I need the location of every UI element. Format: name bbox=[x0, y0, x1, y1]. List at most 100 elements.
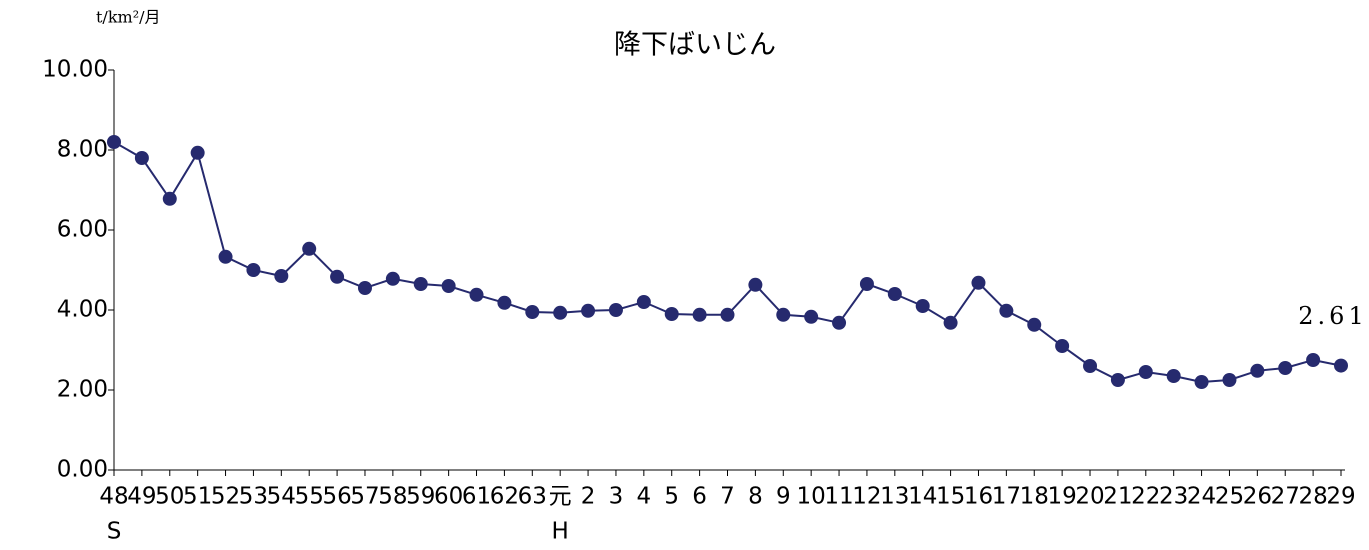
marker bbox=[1278, 361, 1293, 375]
marker bbox=[107, 135, 121, 149]
x-tick-label: 14 bbox=[908, 484, 937, 510]
x-tick-label: 13 bbox=[880, 484, 909, 510]
x-tick-label: 25 bbox=[1215, 484, 1244, 510]
x-tick-label: 26 bbox=[1243, 484, 1272, 510]
marker bbox=[1222, 373, 1237, 387]
x-tick-label: 16 bbox=[964, 484, 993, 510]
x-tick-label: 58 bbox=[378, 484, 407, 510]
x-tick-label: 57 bbox=[350, 484, 379, 510]
marker bbox=[636, 295, 651, 309]
x-tick-label: 23 bbox=[1159, 484, 1188, 510]
x-tick-label: 55 bbox=[295, 484, 324, 510]
marker bbox=[330, 269, 345, 284]
marker bbox=[190, 145, 205, 160]
x-tick-label: 5 bbox=[664, 484, 679, 510]
marker bbox=[525, 305, 540, 319]
marker bbox=[692, 307, 707, 322]
data-label: 2.61 bbox=[1298, 302, 1367, 330]
x-tick-label: 60 bbox=[434, 484, 463, 510]
x-tick-label: 17 bbox=[992, 484, 1021, 510]
x-tick-label: 4 bbox=[637, 484, 652, 510]
x-tick-label: 22 bbox=[1131, 484, 1160, 510]
y-tick-label: 6.00 bbox=[57, 217, 108, 243]
marker bbox=[441, 279, 456, 293]
x-tick-label: 56 bbox=[322, 484, 351, 510]
y-tick-label: 10.00 bbox=[42, 57, 108, 83]
x-tick-label: 元 bbox=[549, 484, 572, 510]
marker bbox=[971, 275, 986, 290]
marker bbox=[469, 287, 484, 302]
x-tick-label: 7 bbox=[720, 484, 735, 510]
x-tick-label: 10 bbox=[797, 484, 826, 510]
x-tick-label: 27 bbox=[1271, 484, 1300, 510]
marker bbox=[302, 241, 317, 256]
marker bbox=[887, 287, 902, 301]
marker bbox=[218, 249, 233, 264]
marker bbox=[497, 295, 512, 310]
marker bbox=[553, 305, 568, 320]
marker bbox=[1166, 369, 1181, 383]
marker bbox=[581, 303, 596, 318]
marker bbox=[246, 263, 261, 277]
chart-title: 降下ばいじん bbox=[614, 30, 776, 61]
x-tick-label: 11 bbox=[824, 484, 853, 510]
marker bbox=[162, 191, 177, 206]
x-tick-label: 12 bbox=[852, 484, 881, 510]
x-tick-label: 18 bbox=[1020, 484, 1049, 510]
x-tick-label: 50 bbox=[155, 484, 184, 510]
x-tick-label: 49 bbox=[127, 484, 156, 510]
x-tick-label: 9 bbox=[776, 484, 791, 510]
x-tick-label: 63 bbox=[518, 484, 547, 510]
marker bbox=[859, 277, 874, 291]
y-tick-label: 4.00 bbox=[57, 297, 108, 323]
marker bbox=[1334, 358, 1348, 373]
x-tick-label: 29 bbox=[1326, 484, 1355, 510]
era-label: S bbox=[107, 519, 122, 545]
x-tick-label: 3 bbox=[609, 484, 624, 510]
marker bbox=[1110, 373, 1125, 387]
marker bbox=[1306, 353, 1321, 367]
x-tick-label: 20 bbox=[1075, 484, 1104, 510]
marker bbox=[804, 309, 819, 324]
marker bbox=[832, 315, 847, 330]
x-tick-label: 15 bbox=[936, 484, 965, 510]
x-tick-label: 51 bbox=[183, 484, 212, 510]
marker bbox=[1250, 363, 1265, 378]
marker bbox=[776, 307, 791, 322]
y-unit: t/km²/月 bbox=[96, 8, 161, 27]
marker bbox=[1055, 339, 1070, 353]
marker bbox=[999, 303, 1014, 318]
x-tick-label: 59 bbox=[406, 484, 435, 510]
x-tick-label: 52 bbox=[211, 484, 240, 510]
x-tick-label: 53 bbox=[239, 484, 268, 510]
x-tick-label: 24 bbox=[1187, 484, 1216, 510]
y-tick-label: 8.00 bbox=[57, 137, 108, 163]
y-tick-label: 0.00 bbox=[57, 457, 108, 483]
marker bbox=[915, 299, 930, 313]
marker bbox=[274, 269, 289, 283]
x-tick-label: 8 bbox=[748, 484, 763, 510]
marker bbox=[385, 271, 400, 286]
marker bbox=[748, 277, 763, 292]
x-tick-label: 54 bbox=[267, 484, 296, 510]
x-tick-label: 19 bbox=[1047, 484, 1076, 510]
x-tick-label: 28 bbox=[1298, 484, 1327, 510]
y-tick-label: 2.00 bbox=[57, 377, 108, 403]
marker bbox=[1194, 375, 1209, 389]
marker bbox=[1138, 365, 1153, 379]
marker bbox=[134, 151, 149, 165]
x-tick-label: 62 bbox=[490, 484, 519, 510]
x-tick-label: 48 bbox=[99, 484, 128, 510]
x-tick-label: 2 bbox=[581, 484, 596, 510]
x-tick-label: 21 bbox=[1103, 484, 1132, 510]
marker bbox=[608, 303, 623, 317]
marker bbox=[1083, 359, 1098, 373]
marker bbox=[943, 315, 958, 330]
marker bbox=[664, 307, 679, 321]
marker bbox=[720, 307, 735, 322]
line bbox=[113, 141, 1342, 384]
x-tick-label: 6 bbox=[692, 484, 707, 510]
marker bbox=[413, 277, 428, 291]
era-label: H bbox=[552, 519, 569, 545]
